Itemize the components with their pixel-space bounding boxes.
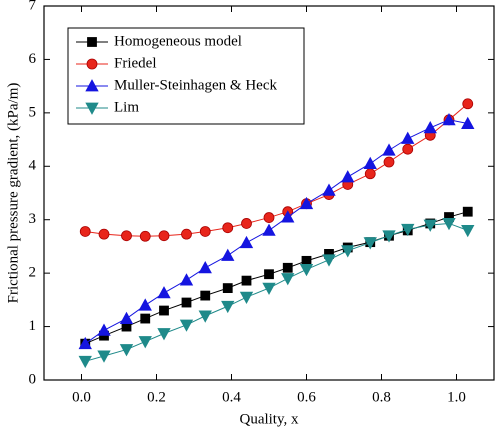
marker: [442, 112, 456, 126]
y-tick-label: 7: [29, 0, 37, 13]
marker: [442, 218, 456, 231]
marker: [262, 282, 276, 295]
marker: [157, 286, 171, 299]
marker: [281, 273, 295, 286]
marker: [382, 143, 396, 156]
legend-marker: [86, 58, 98, 70]
marker: [78, 355, 92, 369]
marker: [179, 319, 194, 332]
marker: [140, 313, 151, 324]
x-tick-label: 0.4: [222, 389, 241, 405]
marker: [200, 290, 211, 301]
legend-label: Friedel: [114, 55, 157, 71]
y-tick-label: 0: [29, 371, 37, 387]
x-tick-label: 0.8: [372, 389, 391, 405]
marker: [221, 248, 235, 261]
plot-frame: [43, 5, 495, 381]
marker: [199, 226, 211, 237]
marker: [281, 210, 295, 223]
x-tick-label: 0.2: [147, 389, 166, 405]
marker: [401, 223, 415, 237]
marker: [222, 283, 233, 294]
marker: [363, 237, 377, 250]
x-axis-label: Quality, x: [239, 411, 299, 427]
marker: [401, 131, 415, 144]
marker: [159, 305, 169, 316]
y-tick-label: 6: [29, 51, 37, 67]
marker: [461, 224, 475, 238]
y-axis-label: Frictional pressure gradient, (kPa/m): [5, 83, 21, 304]
marker: [138, 336, 152, 349]
marker: [158, 230, 170, 242]
legend-marker: [87, 37, 97, 47]
marker: [119, 311, 134, 324]
marker: [341, 245, 355, 258]
legend-label: Lim: [114, 99, 139, 115]
y-tick-label: 4: [29, 158, 37, 174]
marker: [363, 156, 377, 170]
marker: [382, 230, 396, 243]
marker: [198, 260, 212, 274]
marker: [79, 226, 91, 237]
marker: [181, 297, 192, 308]
legend-marker: [85, 102, 99, 115]
marker: [97, 323, 111, 336]
marker: [157, 328, 171, 341]
marker: [241, 275, 252, 286]
marker: [299, 196, 314, 210]
legend-marker: [85, 79, 99, 92]
marker: [198, 310, 212, 323]
marker: [462, 98, 474, 110]
marker: [461, 116, 475, 129]
y-tick-label: 3: [29, 211, 37, 227]
marker: [262, 223, 276, 236]
marker: [423, 219, 437, 232]
marker: [383, 156, 395, 168]
marker: [239, 291, 254, 305]
marker: [264, 269, 274, 280]
marker: [341, 170, 355, 183]
marker: [78, 336, 92, 350]
marker: [241, 218, 252, 229]
marker: [221, 300, 235, 314]
marker: [97, 350, 111, 363]
legend-label: Homogeneous model: [114, 33, 242, 49]
marker: [179, 273, 194, 286]
marker: [299, 264, 314, 277]
marker: [121, 230, 132, 242]
x-tick-label: 1.0: [447, 389, 466, 405]
marker: [119, 344, 134, 357]
marker: [222, 222, 234, 234]
marker: [181, 228, 192, 240]
legend-box: [67, 27, 305, 125]
marker: [263, 212, 275, 223]
marker: [423, 120, 437, 134]
marker: [322, 183, 336, 196]
y-tick-label: 2: [29, 265, 37, 281]
marker: [322, 254, 336, 267]
marker: [139, 230, 151, 242]
marker: [402, 143, 414, 155]
marker: [364, 168, 376, 180]
x-tick-label: 0.6: [297, 389, 316, 405]
marker: [282, 262, 293, 273]
marker: [98, 228, 110, 240]
x-tick-label: 0.0: [72, 389, 91, 405]
legend-label: Muller-Steinhagen & Heck: [114, 77, 277, 93]
y-tick-label: 1: [29, 318, 37, 334]
y-tick-label: 5: [29, 104, 37, 120]
marker: [462, 206, 473, 217]
marker: [138, 298, 152, 311]
marker: [239, 235, 254, 249]
